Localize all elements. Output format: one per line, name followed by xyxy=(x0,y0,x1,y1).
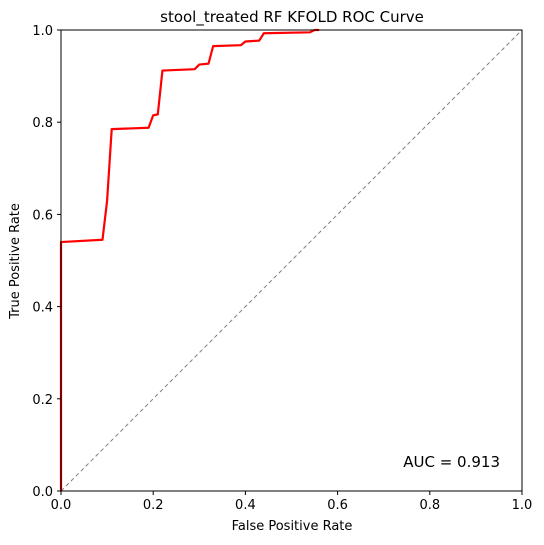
roc-curve-line xyxy=(59,28,320,491)
x-tick-label: 0.4 xyxy=(235,498,256,513)
y-tick-label: 0.0 xyxy=(32,485,53,500)
x-tick-label: 0.0 xyxy=(51,498,72,513)
chart-title: stool_treated RF KFOLD ROC Curve xyxy=(160,8,424,27)
y-tick-label: 0.8 xyxy=(32,116,53,131)
auc-annotation: AUC = 0.913 xyxy=(403,453,500,471)
x-tick-label: 0.2 xyxy=(143,498,164,513)
y-tick-label: 1.0 xyxy=(32,24,53,39)
x-tick-label: 0.8 xyxy=(419,498,440,513)
y-tick-label: 0.2 xyxy=(32,393,53,408)
plot-frame xyxy=(60,29,523,492)
x-axis-label: False Positive Rate xyxy=(232,519,353,534)
x-tick-label: 1.0 xyxy=(512,498,533,513)
y-tick-label: 0.4 xyxy=(32,301,53,316)
y-tick-label: 0.6 xyxy=(32,208,53,223)
x-tick-label: 0.6 xyxy=(327,498,348,513)
y-axis-label: True Positive Rate xyxy=(8,203,23,320)
chance-diagonal-line xyxy=(60,29,523,492)
plot-area xyxy=(59,28,523,492)
axis-ticks: 0.0 0.2 0.4 0.6 0.8 1.0 0.0 0.2 0.4 0.6 0.8 1.0 xyxy=(32,24,532,513)
